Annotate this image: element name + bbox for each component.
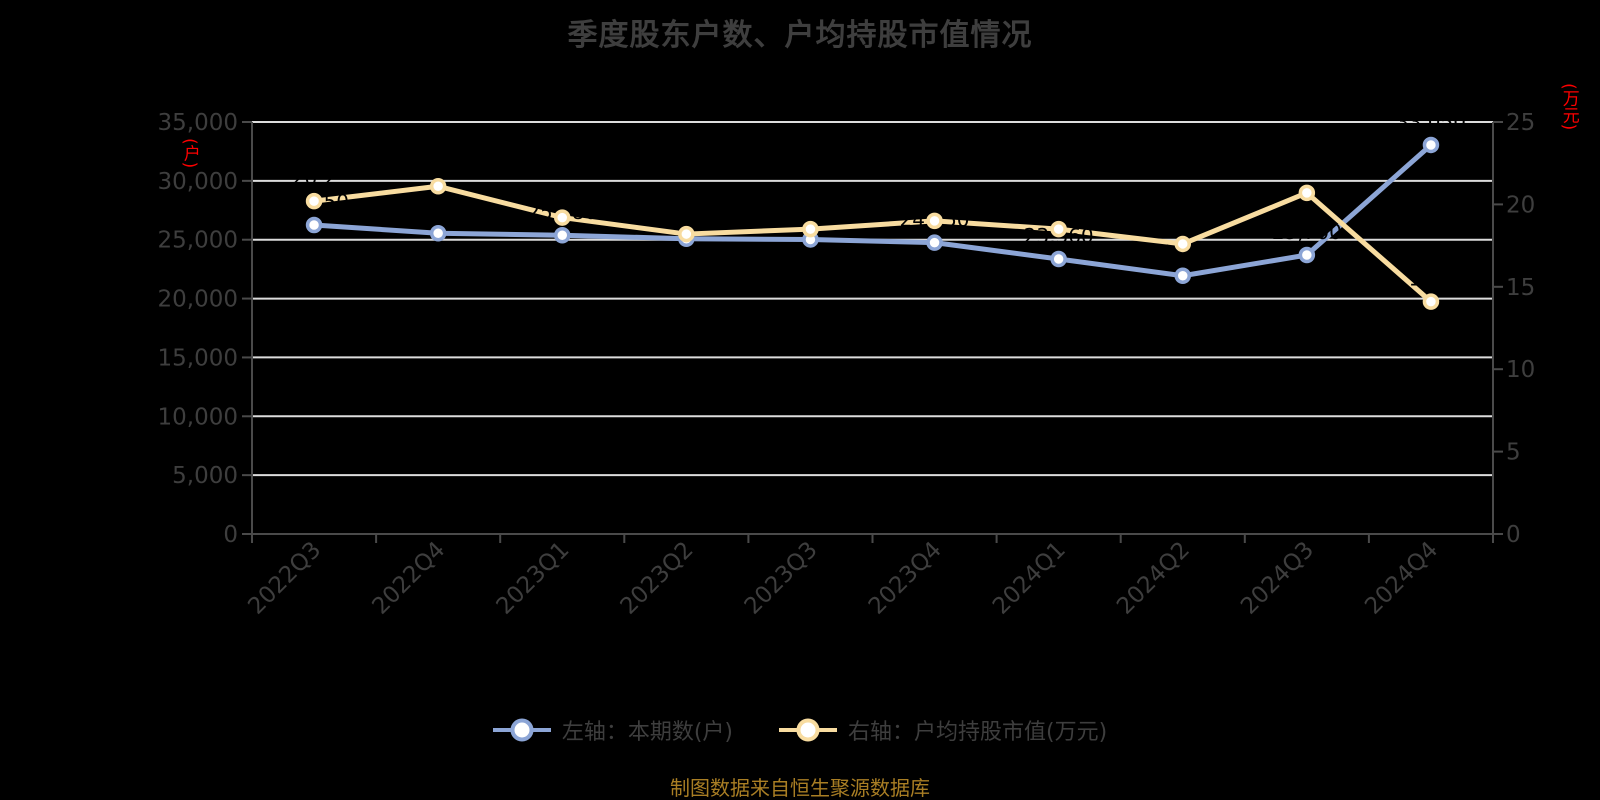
left-axis-tick-label: 30,000 bbox=[158, 169, 238, 195]
data-point-series1-2022Q3[interactable] bbox=[305, 192, 323, 210]
point-label-series-1: 14.1 bbox=[1409, 267, 1454, 291]
x-axis-label: 2024Q3 bbox=[1236, 537, 1319, 620]
data-point-series1-2024Q1[interactable] bbox=[1050, 220, 1067, 238]
data-point-series0-2023Q1[interactable] bbox=[554, 226, 571, 244]
data-point-series0-2024Q4[interactable] bbox=[1422, 136, 1440, 154]
data-point-series1-2023Q3[interactable] bbox=[802, 220, 819, 238]
legend-circle-blue bbox=[510, 718, 534, 742]
data-point-series1-2023Q1[interactable] bbox=[554, 209, 571, 226]
point-label-series-0: 23,700 bbox=[1272, 220, 1342, 244]
right-axis-tick-label: 10 bbox=[1506, 357, 1535, 383]
data-point-series1-2023Q2[interactable] bbox=[678, 225, 695, 243]
legend: 左轴：本期数(户) 右轴：户均持股市值(万元) bbox=[0, 714, 1600, 746]
legend-marker-yellow-line-icon bbox=[779, 718, 837, 742]
right-axis-tick-label: 20 bbox=[1506, 192, 1535, 218]
left-axis-tick-label: 0 bbox=[223, 522, 238, 548]
data-point-series1-2024Q4[interactable] bbox=[1422, 293, 1440, 310]
x-axis-label: 2022Q4 bbox=[367, 537, 450, 620]
right-axis-tick-label: 25 bbox=[1506, 110, 1535, 136]
left-axis-tick-label: 20,000 bbox=[158, 287, 238, 313]
point-label-series-1: 18.5 bbox=[788, 194, 833, 218]
legend-item-avg-holding-value[interactable]: 右轴：户均持股市值(万元) bbox=[779, 714, 1107, 746]
left-axis-tick-label: 35,000 bbox=[158, 110, 238, 136]
data-point-series0-2024Q1[interactable] bbox=[1050, 250, 1067, 268]
point-label-series-0: 33,050 bbox=[1396, 110, 1466, 134]
point-label-series-1: 19.0 bbox=[912, 186, 957, 210]
series-line-1 bbox=[311, 183, 1434, 305]
legend-marker-blue-line-icon bbox=[492, 718, 551, 742]
x-axis-label: 2024Q2 bbox=[1112, 537, 1195, 620]
data-point-series1-2024Q2[interactable] bbox=[1174, 235, 1191, 253]
point-label-series-1: 19.2 bbox=[540, 183, 585, 207]
point-label-series-0: 25,550 bbox=[403, 198, 473, 222]
right-axis-tick-label: 0 bbox=[1506, 522, 1521, 548]
point-label-series-1: 18.2 bbox=[664, 199, 709, 223]
data-point-series0-2024Q2[interactable] bbox=[1174, 267, 1191, 284]
series-line-0 bbox=[311, 142, 1434, 279]
left-axis-tick-label: 25,000 bbox=[158, 228, 238, 254]
legend-label-shareholder-count: 左轴：本期数(户) bbox=[561, 720, 733, 745]
right-axis-tick-label: 15 bbox=[1506, 275, 1535, 301]
data-point-series1-2022Q4[interactable] bbox=[429, 178, 447, 195]
point-label-series-0: 25,080 bbox=[651, 204, 721, 228]
x-axis-label: 2022Q3 bbox=[243, 537, 326, 620]
x-axis-label: 2023Q2 bbox=[616, 537, 699, 620]
left-axis-tick-label: 15,000 bbox=[158, 345, 238, 371]
legend-item-shareholder-count[interactable]: 左轴：本期数(户) bbox=[492, 714, 733, 746]
left-axis-tick-label: 10,000 bbox=[158, 404, 238, 430]
x-axis-label: 2023Q4 bbox=[864, 537, 947, 620]
right-axis-tick-label: 5 bbox=[1506, 440, 1521, 466]
left-axis-unit-label: (户) bbox=[179, 138, 200, 169]
x-axis-label: 2023Q3 bbox=[740, 537, 823, 620]
data-point-series1-2024Q3[interactable] bbox=[1298, 184, 1316, 202]
x-axis-label: 2024Q4 bbox=[1360, 537, 1443, 620]
data-point-series1-2023Q4[interactable] bbox=[926, 212, 943, 230]
point-label-series-1: 18.5 bbox=[1036, 194, 1081, 218]
x-axis-label: 2024Q1 bbox=[988, 537, 1071, 620]
point-label-series-1: 17.6 bbox=[1160, 209, 1205, 233]
point-label-series-1: 20.2 bbox=[292, 166, 337, 190]
left-axis-tick-label: 5,000 bbox=[172, 463, 238, 489]
legend-circle-yellow bbox=[796, 718, 820, 742]
chart-title: 季度股东户数、户均持股市值情况 bbox=[567, 18, 1033, 53]
point-label-series-1: 20.7 bbox=[1285, 158, 1330, 182]
data-point-series0-2022Q4[interactable] bbox=[429, 224, 447, 242]
data-point-series0-2022Q3[interactable] bbox=[305, 216, 323, 234]
right-axis-unit-label: (万元) bbox=[1558, 83, 1579, 131]
data-point-series0-2023Q4[interactable] bbox=[926, 234, 943, 251]
data-point-series0-2024Q3[interactable] bbox=[1298, 246, 1316, 264]
legend-label-avg-holding-value: 右轴：户均持股市值(万元) bbox=[848, 720, 1108, 745]
x-axis-label: 2023Q1 bbox=[492, 537, 575, 620]
point-label-series-1: 21.1 bbox=[416, 151, 461, 175]
source-note: 制图数据来自恒生聚源数据库 bbox=[670, 776, 930, 800]
